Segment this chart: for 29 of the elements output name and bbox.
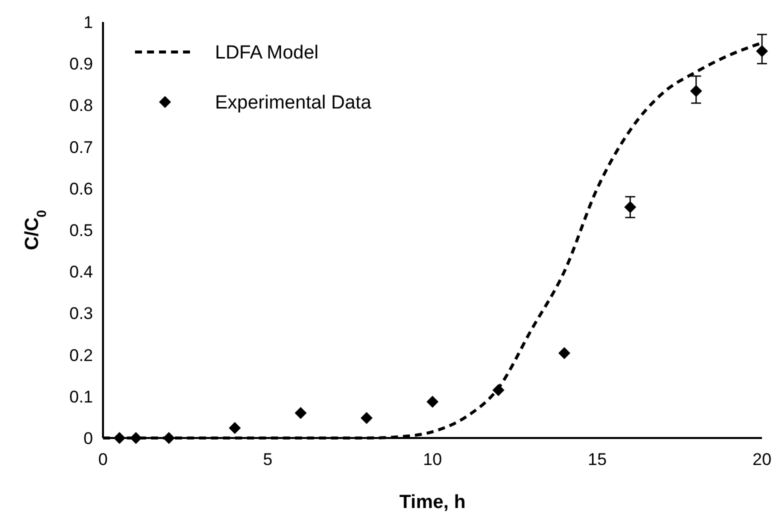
- x-tick-label: 5: [263, 450, 272, 469]
- point: [113, 432, 126, 444]
- y-tick-label: 1: [84, 12, 93, 32]
- y-tick-label: 0.7: [69, 138, 93, 157]
- x-axis-title: Time, h: [399, 492, 466, 513]
- point: [756, 45, 768, 58]
- point: [624, 201, 636, 214]
- x-tick-label: 15: [588, 450, 607, 469]
- y-tick-label: 0.2: [69, 346, 93, 365]
- y-tick-label: 0.9: [69, 54, 93, 74]
- legend-label: Experimental Data: [215, 92, 372, 114]
- x-tick-label: 0: [98, 450, 108, 469]
- point: [426, 396, 438, 408]
- x-tick-label: 10: [423, 450, 442, 469]
- y-tick-label: 0.1: [69, 387, 93, 406]
- point: [492, 384, 504, 396]
- y-tick-label: 0.3: [69, 304, 93, 324]
- y-tick-label: 0: [84, 428, 93, 448]
- point: [558, 347, 570, 360]
- y-tick-label: 0.6: [69, 179, 93, 198]
- point: [294, 407, 307, 420]
- x-tick-label: 20: [752, 450, 772, 469]
- y-tick-label: 0.8: [69, 96, 93, 116]
- legend-label: LDFA Model: [215, 42, 318, 64]
- point: [360, 412, 373, 424]
- y-tick-label: 0.5: [69, 220, 93, 240]
- point: [690, 85, 702, 98]
- y-tick-label: 0.4: [69, 262, 93, 282]
- point: [228, 422, 241, 434]
